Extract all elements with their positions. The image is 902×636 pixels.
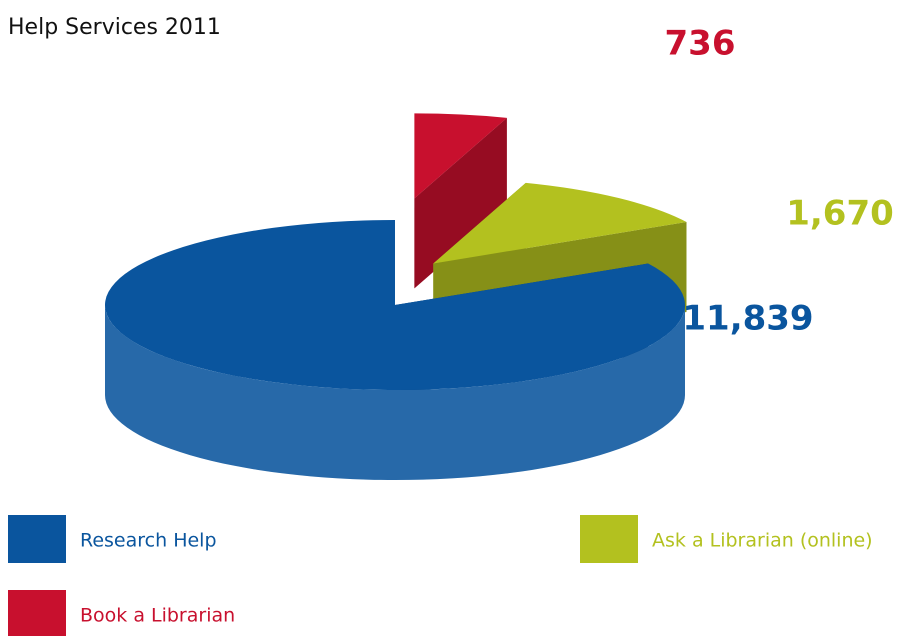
chart-title: Help Services 2011 [8,15,221,40]
slice-face [414,117,507,289]
slice-side-shade [105,305,685,480]
slice-top [414,113,507,199]
slice-top [433,182,687,264]
slice [104,220,685,480]
slice-shade [414,117,507,289]
slice-side [105,305,685,480]
legend-swatch [580,515,638,563]
legend-label: Research Help [80,530,217,552]
legend-swatch [8,590,66,636]
value-label: 1,670 [786,194,894,234]
slice-top [104,220,685,391]
value-label: 11,839 [682,299,813,339]
legend-label: Book a Librarian [80,605,235,627]
slice [414,113,507,289]
value-label: 736 [665,24,736,64]
legend-swatch [8,515,66,563]
legend-label: Ask a Librarian (online) [652,530,873,552]
